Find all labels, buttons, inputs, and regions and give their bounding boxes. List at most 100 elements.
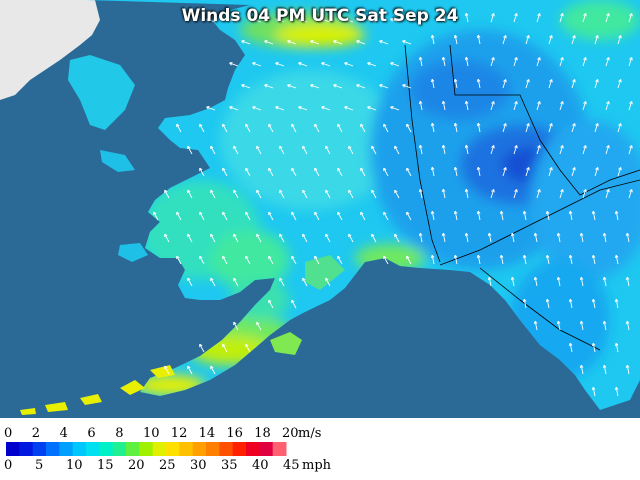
color-scale-swatch [59, 442, 74, 456]
wind-arrow [245, 255, 251, 265]
wind-arrow [419, 13, 423, 23]
mph-tick-label: 15 [97, 458, 114, 473]
wind-arrow [187, 145, 193, 155]
color-scale-swatch [152, 442, 167, 456]
color-scale-swatch [272, 442, 287, 456]
wind-arrow [164, 189, 170, 199]
wind-arrow [394, 233, 400, 243]
wind-arrow-head [367, 62, 370, 66]
wind-arrow-head [206, 18, 209, 22]
wind-arrow [325, 233, 331, 243]
wind-arrow-head [629, 101, 633, 104]
wind-arrow-head [298, 62, 301, 66]
wind-arrow [298, 62, 308, 67]
wind-arrow [628, 13, 633, 23]
wind-arrow-head [522, 299, 525, 303]
wind-arrow-head [275, 106, 278, 110]
wind-arrow-head [595, 167, 599, 170]
wind-arrow-head [453, 123, 456, 127]
ms-tick-label: 18 [254, 426, 271, 441]
wind-arrow [605, 189, 610, 199]
wind-arrow-head [453, 255, 456, 259]
wind-arrow [626, 277, 630, 287]
wind-arrow-head [367, 106, 370, 110]
wind-arrow [605, 101, 610, 111]
wind-arrow [603, 233, 607, 243]
wind-arrow [488, 277, 492, 287]
wind-arrow-head [464, 101, 467, 105]
wind-arrow [628, 189, 633, 199]
color-scale-swatch [86, 442, 100, 456]
wind-arrow-head [606, 189, 610, 192]
wind-arrow-head [464, 145, 467, 149]
wind-arrow [465, 145, 469, 155]
wind-arrow [314, 123, 320, 133]
wind-arrow [442, 189, 446, 199]
ms-unit: m/s [298, 426, 322, 441]
wind-arrow-head [560, 145, 564, 148]
wind-arrow [615, 255, 619, 265]
wind-arrow [210, 145, 216, 155]
wind-arrow-head [418, 57, 421, 61]
islands [20, 55, 345, 415]
wind-arrow [229, 106, 239, 111]
wind-arrow [548, 167, 553, 177]
wind-arrow [252, 18, 262, 23]
wind-arrow [569, 211, 573, 221]
wind-arrow [580, 321, 584, 331]
wind-arrow [210, 189, 216, 199]
wind-arrow [229, 62, 239, 67]
wind-arrow [442, 233, 446, 243]
wind-arrow [546, 255, 550, 265]
wind-arrow [252, 106, 262, 111]
wind-arrow-head [537, 57, 541, 60]
wind-arrow-head [526, 35, 530, 38]
wind-arrow-head [430, 211, 433, 215]
wind-arrow-head [499, 211, 502, 215]
wind-arrow [256, 233, 262, 243]
wind-arrow-head [441, 145, 444, 149]
wind-arrow-head [476, 79, 479, 83]
wind-arrow [325, 277, 331, 287]
wind-arrow-head [430, 79, 433, 83]
mph-tick-label: 0 [4, 458, 13, 473]
wind-arrow-head [568, 255, 571, 259]
wind-arrow-head [556, 321, 559, 325]
wind-arrow [580, 365, 584, 375]
wind-arrow [256, 321, 262, 331]
wind-arrow [291, 299, 297, 309]
wind-arrow-head [264, 40, 267, 44]
wind-arrow-head [606, 13, 610, 16]
wind-arrow [465, 189, 469, 199]
wind-arrow-head [430, 35, 433, 39]
wind-arrow-head [453, 79, 456, 83]
wind-arrow [222, 211, 228, 221]
wind-arrow [557, 321, 561, 331]
wind-arrow-head [533, 277, 536, 281]
wind-arrow-head [606, 101, 610, 104]
wind-arrow-head [333, 40, 336, 44]
wind-arrow-head [629, 57, 633, 60]
wind-arrow [406, 211, 412, 221]
wind-arrow-head [418, 145, 421, 149]
wind-arrow [582, 145, 587, 155]
wind-arrow [233, 233, 239, 243]
wind-arrow [569, 299, 573, 309]
wind-arrow [569, 255, 573, 265]
color-scale-swatch [206, 442, 220, 456]
wind-arrow [454, 79, 458, 89]
wind-arrow [465, 13, 469, 23]
wind-arrow [371, 145, 377, 155]
wind-arrow-head [356, 84, 359, 88]
wind-arrow [406, 167, 412, 177]
wind-arrow [594, 123, 599, 133]
wind-arrow [360, 211, 366, 221]
wind-arrow [383, 211, 389, 221]
wind-arrow-head [583, 145, 587, 148]
wind-arrow [502, 167, 507, 177]
wind-arrow [325, 189, 331, 199]
color-scale-swatch [112, 442, 127, 456]
wind-arrow [534, 321, 538, 331]
wind-arrow-head [549, 35, 553, 38]
wind-arrow [348, 189, 354, 199]
